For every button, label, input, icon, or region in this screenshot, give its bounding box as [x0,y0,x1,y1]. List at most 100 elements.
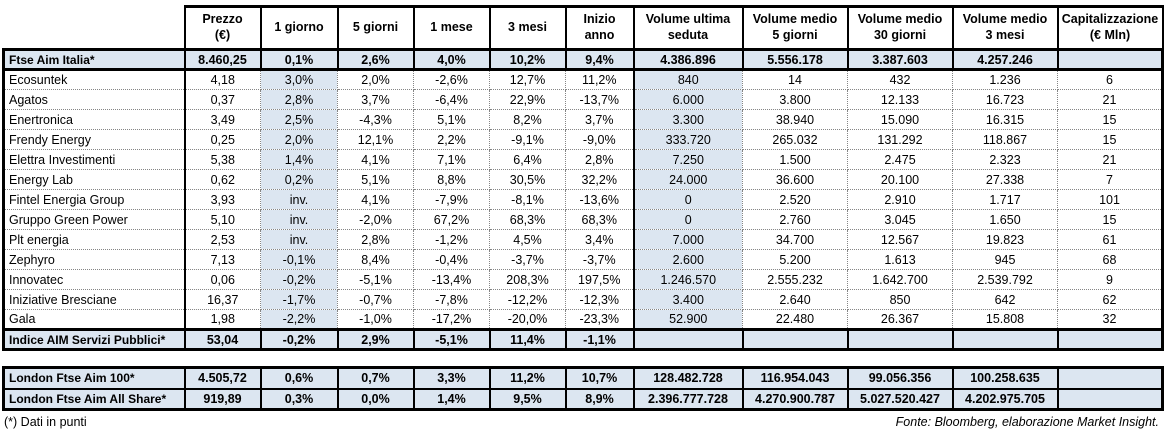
cell: 8,9% [564,387,635,411]
cell: 7,1% [413,149,490,170]
cell: -12,3% [565,289,634,310]
row-label: Gruppo Green Power [2,209,186,230]
cell: 197,5% [565,269,634,290]
cell: -23,3% [565,309,634,330]
column-header-line1: Inizio anno [583,12,616,42]
cell: 2.539.792 [952,269,1058,290]
cell: -0,2% [259,328,339,351]
table-row: Frendy Energy 0,25 2,0% 12,1% 2,2% -9,1% -9,0%… [2,129,1164,150]
cell: 6 [1057,69,1164,90]
row-label: Gala [2,309,186,330]
column-header: Volume medio 30 giorni [846,5,954,51]
cell: inv. [260,209,338,230]
column-header-line1: 5 giorni [352,20,399,35]
cell: 2.600 [632,249,743,270]
cell: -9,0% [565,129,634,150]
column-header-line1: Volume medio [752,12,838,27]
cell: 432 [847,69,953,90]
cell: 36.600 [742,169,848,190]
cell: 4.202.975.705 [951,387,1059,411]
cell: 5,1% [337,169,414,190]
cell: 11,2% [488,366,567,390]
cell: 2.760 [742,209,848,230]
cell: 0,3% [259,387,339,411]
cell: 53,04 [183,328,262,351]
cell: -2,6% [413,69,490,90]
cell: -4,3% [337,109,414,130]
cell: 101 [1057,189,1164,210]
cell: -20,0% [489,309,566,330]
cell: 5.200 [742,249,848,270]
cell: 2.396.777.728 [632,387,744,411]
cell: 2,5% [260,109,338,130]
cell [1056,366,1164,390]
cell [951,328,1059,351]
cell: 26.367 [847,309,953,330]
cell: 840 [632,69,743,90]
cell: 7.250 [632,149,743,170]
table-row: Gala 1,98 -2,2% -1,0% -17,2% -20,0% -23,3% 52.9… [2,309,1164,330]
cell: 3.400 [632,289,743,310]
cell: 5,10 [184,209,261,230]
table-row: Plt energia 2,53 inv. 2,8% -1,2% 4,5% 3,4% 7.00… [2,229,1164,250]
column-header-line1: 3 mesi [508,20,547,35]
cell: 4,0% [412,48,491,71]
header-row: Prezzo (€) 1 giorno 5 giorni 1 mese 3 mesi Ini… [4,5,1164,51]
cell [632,328,744,351]
cell: 8,4% [337,249,414,270]
cell: 2.520 [742,189,848,210]
table-row: Elettra Investimenti 5,38 1,4% 4,1% 7,1% 6,4%… [2,149,1164,170]
cell: 2,8% [337,229,414,250]
cell: 2,0% [337,69,414,90]
cell: -2,0% [337,209,414,230]
cell: 3,93 [184,189,261,210]
cell: 116.954.043 [741,366,849,390]
column-header-line2: (€ Mln) [1089,28,1131,42]
cell: 15.808 [952,309,1058,330]
table-row: Indice AIM Servizi Pubblici* 53,04 -0,2% 2,… [2,328,1164,351]
row-label: Elettra Investimenti [2,149,186,170]
column-header: 3 mesi [488,5,567,51]
cell: 62 [1057,289,1164,310]
cell: -1,2% [413,229,490,250]
cell: 11,2% [565,69,634,90]
cell: 1.246.570 [632,269,743,290]
london-table: London Ftse Aim 100* 4.505,72 0,6% 0,7% 3,3%… [2,366,1164,411]
cell: 16,37 [184,289,261,310]
footnote: (*) Dati in punti [4,415,87,429]
row-label: Enertronica [2,109,186,130]
column-header-line1: Prezzo [202,12,243,27]
cell: 34.700 [742,229,848,250]
cell: 3.800 [742,89,848,110]
cell: 11,4% [488,328,567,351]
cell: 2,6% [336,48,415,71]
cell: -2,2% [260,309,338,330]
cell: 4.270.900.787 [741,387,849,411]
cell: -3,7% [565,249,634,270]
cell: 12.567 [847,229,953,250]
cell: 12.133 [847,89,953,110]
column-header: Volume ultima seduta [632,5,744,51]
cell: 2.640 [742,289,848,310]
cell: -1,1% [564,328,635,351]
cell: 16.723 [952,89,1058,110]
cell: 945 [952,249,1058,270]
cell: 10,7% [564,366,635,390]
cell: 2,2% [413,129,490,150]
column-header: Volume medio 5 giorni [741,5,849,51]
cell [1056,328,1164,351]
cell: -6,4% [413,89,490,110]
column-header: 1 giorno [259,5,339,51]
aim-market-table: Prezzo (€) 1 giorno 5 giorni 1 mese 3 mesi Ini… [2,5,1164,351]
cell: 4,5% [489,229,566,250]
cell: 4.505,72 [183,366,262,390]
cell: 4,1% [337,149,414,170]
row-label: Ftse Aim Italia* [2,48,186,71]
cell: 4.257.246 [951,48,1059,71]
cell: -9,1% [489,129,566,150]
cell: 0,37 [184,89,261,110]
cell: -13,6% [565,189,634,210]
cell: 0,62 [184,169,261,190]
cell: 1.650 [952,209,1058,230]
cell: 3.300 [632,109,743,130]
